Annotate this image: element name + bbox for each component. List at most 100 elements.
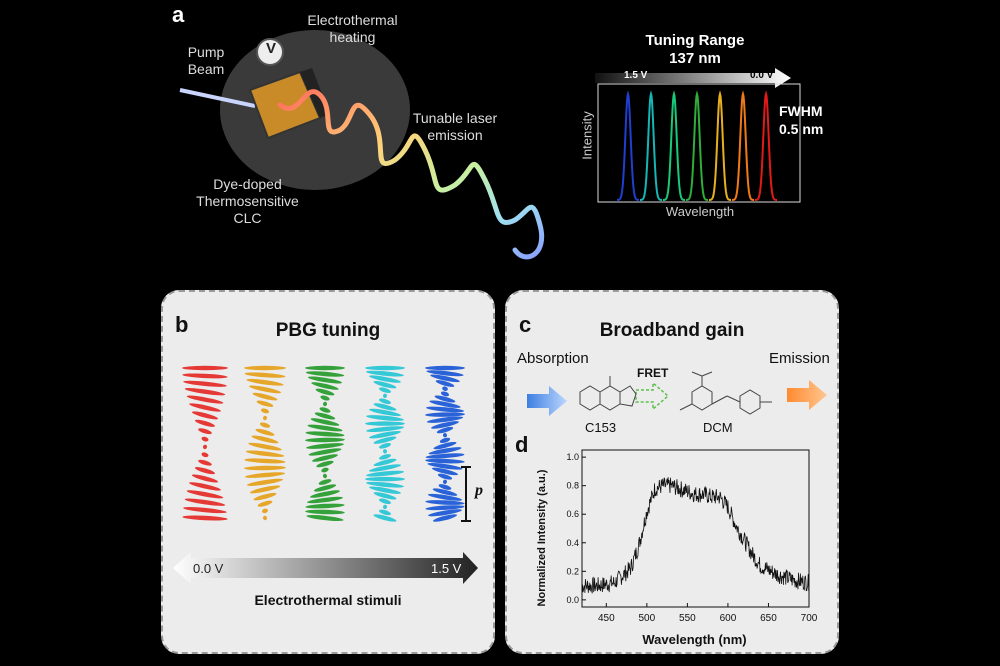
helix-layer <box>194 467 216 475</box>
helix-layer <box>307 424 343 432</box>
helix-layer <box>308 376 342 384</box>
helix-layer <box>442 433 448 438</box>
helix-layer <box>305 431 345 437</box>
helix-column <box>305 365 345 522</box>
helix-layer <box>314 412 336 420</box>
helix-layer <box>428 509 462 517</box>
arrow-a-left-label: 1.5 V <box>624 70 648 81</box>
helix-layer <box>365 365 405 371</box>
spectrum-title: Tuning Range <box>645 32 745 49</box>
helix-layer <box>373 436 397 444</box>
pump-beam-label: Pump Beam <box>187 44 225 77</box>
helix-layer <box>373 492 397 500</box>
helix-layer <box>431 467 459 476</box>
helix-layer <box>425 412 465 417</box>
panel-a-label: a <box>172 2 185 27</box>
helix-layer <box>432 514 458 522</box>
helix-layer <box>306 514 344 522</box>
chart-frame <box>581 449 810 608</box>
helix-layer <box>366 370 404 377</box>
panel-b-title: PBG tuning <box>275 320 381 341</box>
helix-layer <box>373 403 397 411</box>
helix-layer <box>426 416 464 423</box>
spectrum-range: 137 nm <box>669 50 721 67</box>
helix-layer <box>431 421 459 429</box>
helix-layer <box>427 462 463 470</box>
helix-layer <box>436 426 454 434</box>
arrow-b-right-label: 1.5 V <box>431 561 462 576</box>
helix-column <box>365 365 405 522</box>
helix-layer <box>305 371 345 377</box>
emission-c-label: Emission <box>769 350 830 367</box>
absorption-arrow-icon <box>527 386 567 416</box>
helix-layer <box>245 450 285 457</box>
helix-layer <box>313 484 337 492</box>
helix-layer <box>366 481 404 488</box>
helix-layer <box>256 400 274 407</box>
helix-layer <box>382 393 388 398</box>
device-illustration <box>179 30 545 260</box>
y-tick-label: 0.6 <box>566 509 579 519</box>
spectrum-plot <box>597 83 801 203</box>
helix-layer <box>434 395 456 403</box>
helix-layer <box>369 486 401 494</box>
helix-layer <box>379 454 391 460</box>
y-tick-label: 0.0 <box>566 595 579 605</box>
helix-layer <box>305 437 345 443</box>
y-tick-label: 1.0 <box>566 452 579 462</box>
arrow-a-right-label: 0.0 V <box>750 70 774 81</box>
helix-layer <box>312 454 338 462</box>
helix-layer <box>321 467 329 473</box>
helix-layer <box>246 378 284 386</box>
arrow-b-left-label: 0.0 V <box>193 561 224 576</box>
helix-layer <box>202 444 208 450</box>
helix-layer <box>366 426 404 432</box>
helix-layer <box>191 411 219 420</box>
helix-layer <box>425 365 465 371</box>
helix-layer <box>249 485 281 494</box>
spectrum-peak <box>663 90 685 201</box>
dcm-molecule <box>679 371 772 415</box>
helix-layer <box>425 406 465 413</box>
helix-layer <box>318 479 332 485</box>
helix-layer <box>442 386 448 391</box>
helix-layer <box>439 437 451 444</box>
helix-layer <box>182 373 228 379</box>
spectrum-peak <box>617 90 639 201</box>
dcm-label: DCM <box>703 420 733 435</box>
panel-c-title: Broadband gain <box>599 320 745 341</box>
helix-layer <box>322 473 328 479</box>
voltage-icon <box>256 38 284 66</box>
panel-cd-box: c Broadband gain Absorption Emission FRE… <box>505 290 839 654</box>
spectrum-peak <box>640 90 662 201</box>
helix-column <box>244 365 286 521</box>
helix-layer <box>432 488 458 496</box>
helix-layer <box>246 478 284 486</box>
voltage-arrow-a <box>595 68 791 88</box>
x-tick-label: 500 <box>639 613 656 624</box>
chart-ylabel: Normalized Intensity (a.u.) <box>536 469 548 607</box>
helix-layer <box>244 465 286 471</box>
helix-layer <box>440 391 450 397</box>
helix-layer <box>184 388 226 396</box>
chart-xlabel: Wavelength (nm) <box>642 632 747 647</box>
helix-layer <box>425 458 465 464</box>
x-tick-label: 700 <box>801 613 817 624</box>
helix-layer <box>186 395 224 404</box>
helix-layer <box>366 415 404 421</box>
helix-layer <box>198 459 212 466</box>
spectrum-xlabel: Wavelength <box>665 204 735 219</box>
helix-layer <box>379 398 391 405</box>
helix-layer <box>369 375 401 383</box>
helix-layer <box>426 370 464 377</box>
helix-layer <box>425 453 465 459</box>
pitch-marker <box>461 466 471 522</box>
helix-layer <box>183 507 227 514</box>
stimuli-arrow <box>173 552 478 584</box>
c153-label: C153 <box>585 420 617 435</box>
helix-layer <box>182 515 228 521</box>
helix-layer <box>311 382 339 390</box>
heating-label: Electrothermal heating <box>307 12 398 45</box>
helix-layer <box>310 490 340 498</box>
helix-array <box>182 365 465 522</box>
